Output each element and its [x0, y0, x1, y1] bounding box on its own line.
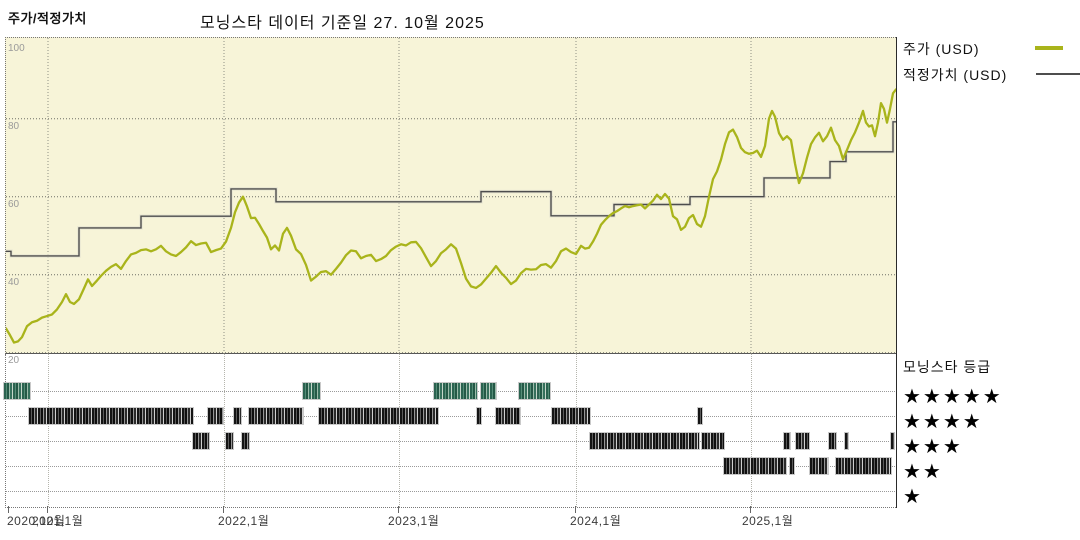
x-axis-tick [750, 506, 751, 513]
rating-segment-3-star [845, 433, 848, 449]
price-chart-panel [5, 37, 897, 355]
rating-segment-5-star [481, 383, 496, 399]
rating-baseline-1-star [6, 491, 895, 492]
rating-stars-4: ★★★★ [903, 411, 983, 433]
rating-segment-3-star [590, 433, 699, 449]
fair-value-line [6, 121, 896, 257]
rating-segment-5-star [519, 383, 550, 399]
rating-stars-1: ★ [903, 486, 923, 508]
rating-segment-4-star [208, 408, 223, 424]
legend-divider [896, 37, 897, 508]
rating-baseline-2-star [6, 466, 895, 467]
x-axis-label: 2022,1월 [218, 514, 270, 528]
x-axis-tick [47, 506, 48, 513]
x-axis-tick [8, 506, 9, 513]
rating-segment-4-star [496, 408, 520, 424]
rating-segment-3-star [242, 433, 249, 449]
rating-segment-3-star [193, 433, 209, 449]
rating-segment-3-star [702, 433, 724, 449]
y-axis-label: 20 [8, 354, 20, 366]
y-axis-label: 60 [8, 198, 20, 210]
rating-segment-2-star [724, 458, 786, 474]
rating-segment-4-star [477, 408, 481, 424]
rating-segment-5-star [303, 383, 320, 399]
x-axis-tick [223, 506, 224, 513]
rating-segment-4-star [698, 408, 702, 424]
chart-as-of-title: 모닝스타 데이터 기준일 27. 10월 2025 [200, 15, 485, 32]
price-series-swatch [1035, 46, 1063, 50]
price-line [6, 88, 897, 344]
x-axis-label: 2020,10월 [7, 514, 66, 528]
rating-segment-4-star [552, 408, 590, 424]
rating-segment-3-star [829, 433, 836, 449]
rating-segment-4-star [29, 408, 193, 424]
x-axis-label: 2024,1월 [570, 514, 622, 528]
rating-segment-3-star [891, 433, 894, 449]
x-axis-label: 2021,1월 [32, 514, 84, 528]
rating-segment-3-star [796, 433, 809, 449]
rating-vertical-gridline [399, 354, 400, 507]
price-series-label: 주가 (USD) [903, 41, 980, 57]
rating-segment-2-star [790, 458, 794, 474]
x-axis-tick [398, 506, 399, 513]
rating-stars-5: ★★★★★ [903, 386, 1003, 408]
x-axis-tick [575, 506, 576, 513]
rating-vertical-gridline [224, 354, 225, 507]
rating-segment-5-star [434, 383, 477, 399]
price-chart-svg [6, 38, 897, 355]
rating-segment-3-star [226, 433, 233, 449]
rating-segment-4-star [249, 408, 303, 424]
rating-segment-5-star [4, 383, 30, 399]
fair-value-line-casing [6, 120, 896, 258]
rating-segment-4-star [319, 408, 438, 424]
rating-segment-2-star [836, 458, 891, 474]
rating-segment-3-star [784, 433, 790, 449]
rating-legend-title: 모닝스타 등급 [903, 359, 992, 375]
page-title: 주가/적정가치 [8, 11, 87, 26]
fair-value-series-label: 적정가치 (USD) [903, 67, 1008, 83]
rating-vertical-gridline [576, 354, 577, 507]
rating-segment-2-star [810, 458, 828, 474]
y-axis-label: 100 [8, 42, 25, 54]
y-axis-label: 40 [8, 276, 20, 288]
rating-vertical-gridline [48, 354, 49, 507]
rating-baseline-4-star [6, 416, 895, 417]
y-axis-label: 80 [8, 120, 20, 132]
rating-vertical-gridline [751, 354, 752, 507]
x-axis-label: 2025,1월 [742, 514, 794, 528]
rating-baseline-3-star [6, 441, 895, 442]
fair-value-series-swatch [1036, 73, 1080, 75]
rating-stars-3: ★★★ [903, 436, 963, 458]
rating-stars-2: ★★ [903, 461, 943, 483]
rating-segment-4-star [234, 408, 241, 424]
rating-timeline-panel [4, 354, 896, 508]
x-axis-label: 2023,1월 [388, 514, 440, 528]
